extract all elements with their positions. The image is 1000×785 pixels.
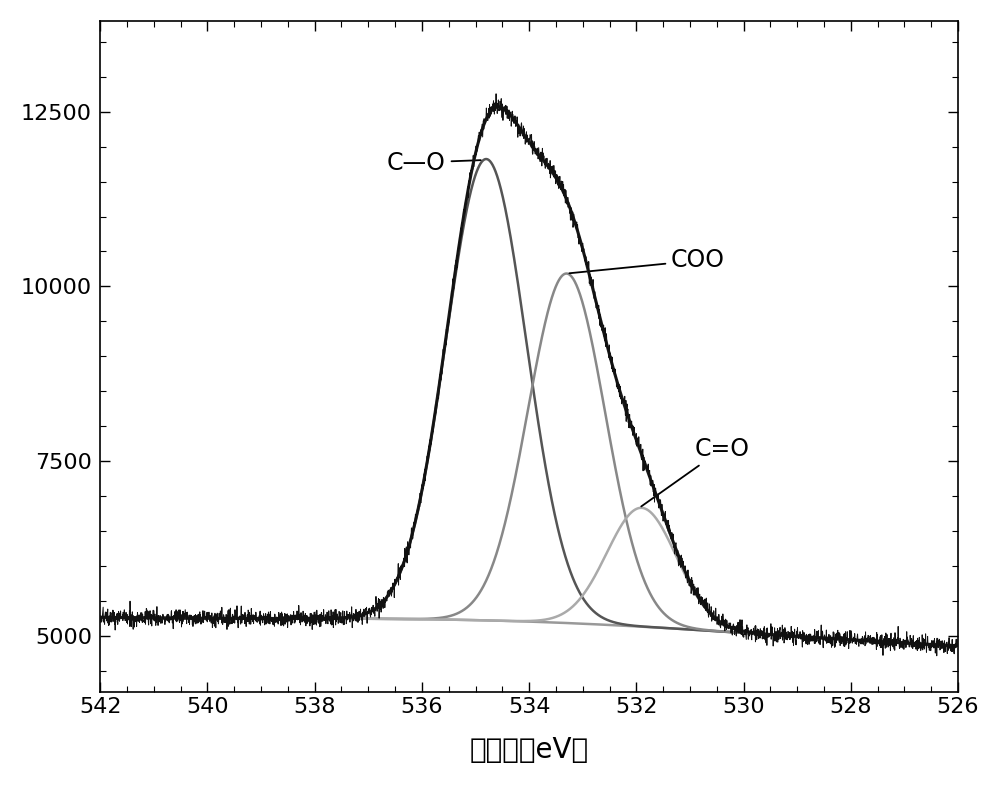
Text: C=O: C=O <box>641 437 750 506</box>
Text: COO: COO <box>569 249 725 273</box>
X-axis label: 结合能（eV）: 结合能（eV） <box>470 736 589 764</box>
Text: C—O: C—O <box>387 151 481 174</box>
